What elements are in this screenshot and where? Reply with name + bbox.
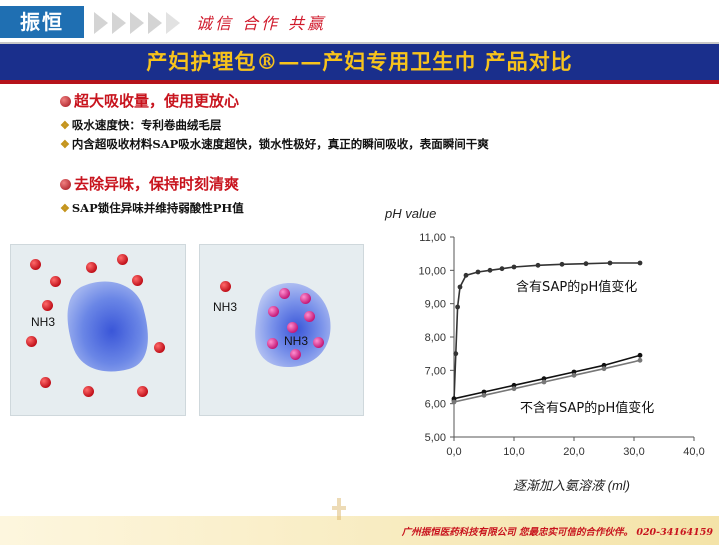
bullet-heading-absorption: 超大吸收量，使用更放心 [60,90,239,111]
trapped-ammonia-molecule [313,337,324,348]
bullet-dot-icon [60,96,71,107]
y-tick-label: 8,00 [425,332,446,344]
gel-blob-icon [67,281,148,372]
ammonia-molecule [50,276,61,287]
company-logo: 振恒 [0,6,84,38]
ammonia-molecule [26,336,37,347]
data-point [601,362,607,368]
legend-label-with-sap: 含有SAP的pH值变化 [516,279,637,295]
trapped-ammonia-molecule [287,322,298,333]
footer-bar [0,516,719,545]
x-tick-label: 10,0 [503,446,524,458]
y-tick-label: 6,00 [425,399,446,411]
bullet-heading-odor: 去除异味，保持时刻清爽 [60,173,239,194]
trapped-ammonia-molecule [267,338,278,349]
trapped-ammonia-molecule [268,306,279,317]
series-line [453,262,640,401]
title-bar [0,44,719,84]
legend-label-without-sap: 不含有SAP的pH值变化 [520,400,654,416]
ammonia-molecule [154,342,165,353]
ammonia-molecule [83,386,94,397]
ammonia-molecule [30,259,41,270]
data-point [453,351,459,357]
data-point [487,267,493,273]
bullet-dot-icon [60,179,71,190]
data-point [571,372,577,378]
header-divider [0,42,719,44]
diamond-bullet-icon: ❖ [60,119,70,132]
nh3-label: NH3 [31,315,56,329]
data-point [541,376,547,382]
data-point [475,269,481,275]
data-point [571,369,577,375]
nh3-label: NH3 [213,300,238,314]
nh3-label-trapped: NH3 [284,334,309,348]
chart-title: pH value [384,206,436,221]
x-tick-labels: 0,0 10,0 20,0 30,0 40,0 [446,437,705,458]
data-point [607,260,613,266]
bullet-item: ❖ 内含超吸收材料SAP吸水速度超快，锁水性极好，真正的瞬间吸收，表面瞬间干爽 [60,137,489,151]
data-point [463,272,469,278]
data-point [637,352,643,358]
data-point [455,304,460,310]
ammonia-molecule [40,377,51,388]
footer-text: 广州振恒医药科技有限公司 您最忠实可信的合作伙伴。 020-34164159 [401,527,713,538]
slogan-text: 诚信 合作 共赢 [196,14,327,33]
x-tick-label: 20,0 [563,446,584,458]
chart-series [451,260,643,405]
data-point [583,261,589,267]
ammonia-molecule [42,300,53,311]
ph-chart: pH value 5,006,007,008,009,0010,0011,00 … [384,206,705,493]
ammonia-molecule [137,386,148,397]
trapped-ammonia-molecule [290,349,301,360]
sap-gel-blob-icon [255,282,331,367]
y-tick-label: 11,00 [419,232,446,244]
footer-decoration-icon [332,498,346,520]
data-point [457,284,463,290]
ammonia-molecule [117,254,128,265]
data-point [601,366,607,372]
data-point [511,386,517,392]
diagram-with-sap: NH3 NH3 [199,244,364,416]
arrow-decoration-icon [94,12,180,34]
diamond-bullet-icon: ❖ [60,202,70,215]
diamond-bullet-icon: ❖ [60,138,70,151]
data-point [637,260,643,266]
ammonia-molecule [220,281,231,292]
ammonia-molecule [86,262,97,273]
data-point [535,262,541,268]
data-point [511,382,517,388]
diagram-without-sap: NH3 [10,244,186,416]
page-title: 产妇护理包®——产妇专用卫生巾 产品对比 [146,49,573,74]
data-point [559,261,565,267]
x-axis-title: 逐渐加入氨溶液 (ml) [513,478,630,493]
x-tick-label: 40,0 [683,446,704,458]
y-tick-labels: 5,00 6,00 7,00 8,00 9,00 10,00 11,00 [418,232,454,444]
data-point [451,399,457,405]
y-tick-label: 7,00 [425,365,446,377]
x-tick-label: 30,0 [623,446,644,458]
data-point [511,264,517,270]
y-tick-label: 9,00 [425,299,446,311]
data-point [499,266,505,272]
data-point [481,392,487,398]
bullet-item: ❖ SAP锁住异味并维持弱酸性PH值 [60,201,244,215]
trapped-ammonia-molecule [279,288,290,299]
data-point [451,396,457,402]
bullet-item: ❖ 吸水速度快：专利卷曲绒毛层 [60,118,222,132]
ammonia-molecule [132,275,143,286]
data-point [481,389,487,395]
y-tick-label: 10,00 [418,265,446,277]
data-point [541,379,547,385]
trapped-ammonia-molecule [300,293,311,304]
data-point [637,357,643,363]
y-tick-label: 5,00 [425,432,446,444]
x-tick-label: 0,0 [446,446,461,458]
trapped-ammonia-molecule [304,311,315,322]
